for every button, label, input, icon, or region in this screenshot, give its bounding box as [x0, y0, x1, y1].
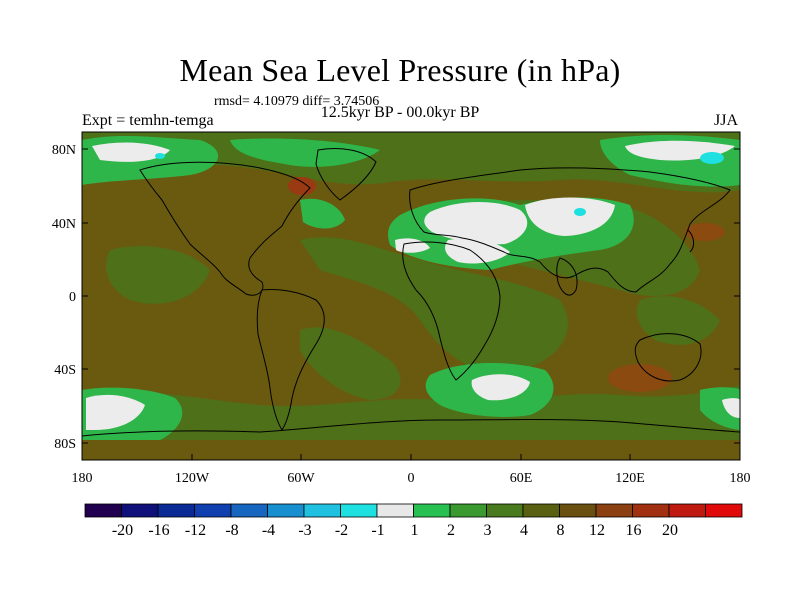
colorbar-label: -3 — [298, 522, 311, 539]
white-siberia — [525, 197, 615, 236]
lon-label: 60W — [287, 471, 315, 486]
map-title: Mean Sea Level Pressure (in hPa) — [179, 52, 621, 88]
colorbar-cell — [340, 503, 378, 518]
brown-greenland — [288, 177, 316, 195]
colorbar-label: -12 — [185, 522, 206, 539]
colorbar-cell — [595, 503, 633, 518]
white-arctic-west — [92, 142, 170, 162]
colorbar-cell — [668, 503, 706, 518]
white-southern-east — [722, 398, 740, 418]
coast-australia — [634, 333, 702, 382]
colorbar-label: 16 — [626, 522, 642, 539]
cyan-siberia — [574, 208, 586, 216]
colorbar-cell — [303, 503, 341, 518]
stats-label: rmsd= 4.10979 diff= 3.74506 — [214, 94, 380, 109]
colorbar-cell — [121, 503, 159, 518]
colorbar-label: 1 — [411, 522, 419, 539]
white-middle-east — [445, 238, 510, 264]
colorbar-label: 8 — [557, 522, 565, 539]
period-label: 12.5kyr BP - 00.0kyr BP — [320, 104, 480, 121]
green-greenland-sea — [300, 198, 345, 229]
lon-label: 60E — [510, 471, 533, 486]
colorbar-cell — [632, 503, 670, 518]
brown-north-pacific — [685, 223, 725, 241]
brown-south-pacific — [608, 364, 672, 392]
colorbar-label: -2 — [335, 522, 348, 539]
coast-india — [556, 257, 578, 296]
olive-east-pacific — [636, 296, 720, 345]
white-regions — [86, 140, 740, 430]
lat-label: 80N — [52, 143, 76, 158]
lat-label: 0 — [69, 290, 76, 305]
coast-eurasia — [409, 167, 731, 293]
lon-label: 120E — [615, 471, 645, 486]
colorbar: -20 -16 -12 -8 -4 -3 -2 -1 1 2 3 4 8 12 16 20 — [84, 503, 743, 539]
coast-africa — [402, 241, 501, 381]
coastlines — [82, 148, 740, 437]
coast-japan — [687, 229, 695, 253]
lon-label: 120W — [175, 471, 210, 486]
white-southern-west — [86, 394, 145, 430]
colorbar-cell — [157, 503, 195, 518]
colorbar-label: -20 — [112, 522, 133, 539]
colorbar-label: 12 — [589, 522, 605, 539]
lat-label: 40S — [54, 363, 76, 378]
colorbar-label: 4 — [520, 522, 528, 539]
season-label: JJA — [714, 112, 739, 129]
white-eurasia — [424, 202, 528, 245]
colorbar-cell — [230, 503, 268, 518]
colorbar-cell — [486, 503, 524, 518]
colorbar-cell — [376, 503, 414, 518]
lon-label: 180 — [72, 471, 93, 486]
coast-north-america — [139, 161, 311, 296]
colorbar-cell — [194, 503, 232, 518]
colorbar-label: 3 — [484, 522, 492, 539]
lat-ticks — [82, 148, 740, 444]
olive-mid-pacific — [106, 246, 210, 304]
colorbar-cell — [413, 503, 451, 518]
colorbar-cell — [705, 503, 743, 518]
colorbar-cell — [267, 503, 305, 518]
lat-label: 80S — [54, 437, 76, 452]
lon-label: 180 — [730, 471, 751, 486]
colorbar-label: -16 — [148, 522, 169, 539]
brown-regions — [288, 177, 725, 392]
green-southern-east — [700, 387, 740, 430]
lon-label: 0 — [408, 471, 415, 486]
coast-south-america — [256, 289, 325, 431]
map-field — [82, 132, 740, 460]
colorbar-label: -4 — [262, 522, 275, 539]
colorbar-label: 2 — [447, 522, 455, 539]
colorbar-cell — [559, 503, 597, 518]
colorbar-cell — [449, 503, 487, 518]
colorbar-cell — [522, 503, 560, 518]
lat-label: 40N — [52, 217, 76, 232]
white-south-atlantic — [471, 374, 530, 401]
cyan-arctic-east — [700, 152, 724, 164]
green-arctic-greenland — [230, 138, 380, 167]
lon-ticks — [81, 454, 741, 460]
axes: 80N 40N 0 40S 80S 180 120W 60W 0 60E 120… — [52, 143, 751, 486]
cyan-regions — [155, 152, 724, 216]
colorbar-label: 20 — [662, 522, 678, 539]
olive-southern-band — [82, 385, 740, 440]
olive-south-atlantic — [300, 327, 401, 400]
olive-atlantic-indian — [300, 237, 568, 372]
colorbar-cell — [84, 503, 122, 518]
colorbar-label: -8 — [225, 522, 238, 539]
coast-greenland — [315, 148, 377, 201]
colorbar-label: -1 — [371, 522, 384, 539]
cyan-arctic-west — [155, 153, 165, 159]
experiment-label: Expt = temhn-temga — [82, 112, 214, 129]
coast-antarctica — [82, 419, 740, 437]
